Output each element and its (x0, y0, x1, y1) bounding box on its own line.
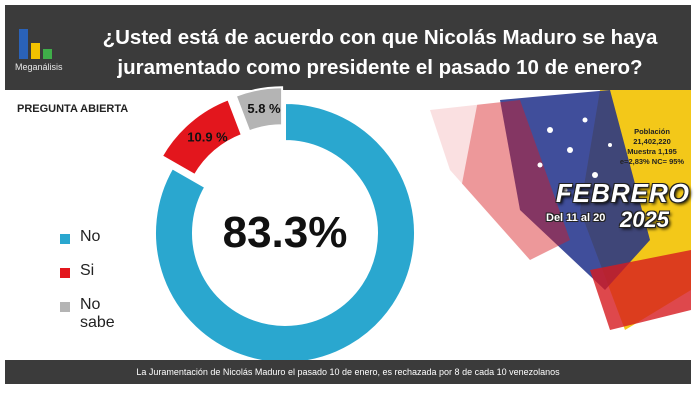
muestra-value: Muestra 1,195 (627, 147, 677, 156)
legend-swatch-no (60, 234, 70, 244)
error-value: e=2,83% NC= 95% (619, 157, 685, 166)
legend-swatch-no-sabe (60, 302, 70, 312)
flag-blue-band (500, 90, 650, 290)
flag-star (562, 187, 568, 193)
footer-caption: La Juramentación de Nicolás Maduro el pa… (5, 360, 691, 384)
logo-bars-icon (19, 29, 53, 59)
logo-bar (19, 29, 28, 59)
legend-swatch-si (60, 268, 70, 278)
flag-decoration (410, 90, 691, 350)
date-year: 2025 (620, 207, 669, 232)
legend-label-si: Si (80, 262, 95, 279)
flag-star (592, 172, 598, 178)
logo-text: Meganálisis (15, 62, 63, 72)
title-line-1: ¿Usted está de acuerdo con que Nicolás M… (102, 26, 658, 49)
sample-stats: Población 21,402,220 Muestra 1,195 e=2,8… (612, 127, 692, 167)
data-label-no: 83.3% (223, 208, 348, 257)
flag-star (608, 143, 612, 147)
slice-no (154, 101, 416, 364)
poblacion-value: 21,402,220 (633, 137, 671, 146)
flag-red-stripe (590, 250, 691, 330)
legend-label-no: No (80, 228, 101, 245)
flag-star (582, 117, 588, 123)
flag-white-fade (410, 90, 480, 350)
poblacion-label: Población (634, 127, 670, 136)
subhead-label: PREGUNTA ABIERTA (17, 103, 129, 115)
date-range: Del 11 al 20 (546, 212, 606, 224)
slice-no-sabe (234, 86, 284, 133)
title-line-2: juramentado como presidente el pasado 10… (117, 56, 643, 79)
flag-star (547, 127, 553, 133)
meganalisis-logo: Meganálisis (15, 29, 77, 73)
flag-stars (537, 117, 612, 193)
flag-star (567, 147, 573, 153)
data-label-no-sabe: 5.8 % (247, 101, 281, 116)
data-label-si: 10.9 % (187, 129, 228, 144)
header-bar: Meganálisis ¿Usted está de acuerdo con q… (5, 5, 691, 90)
logo-bar (31, 43, 40, 59)
page-title: ¿Usted está de acuerdo con que Nicolás M… (80, 23, 680, 83)
logo-bar (43, 49, 52, 59)
slice-si (160, 98, 244, 177)
date-month: FEBRERO (555, 178, 690, 208)
flag-star (537, 162, 543, 168)
legend-label-no-sabe: No sabe (80, 296, 115, 331)
